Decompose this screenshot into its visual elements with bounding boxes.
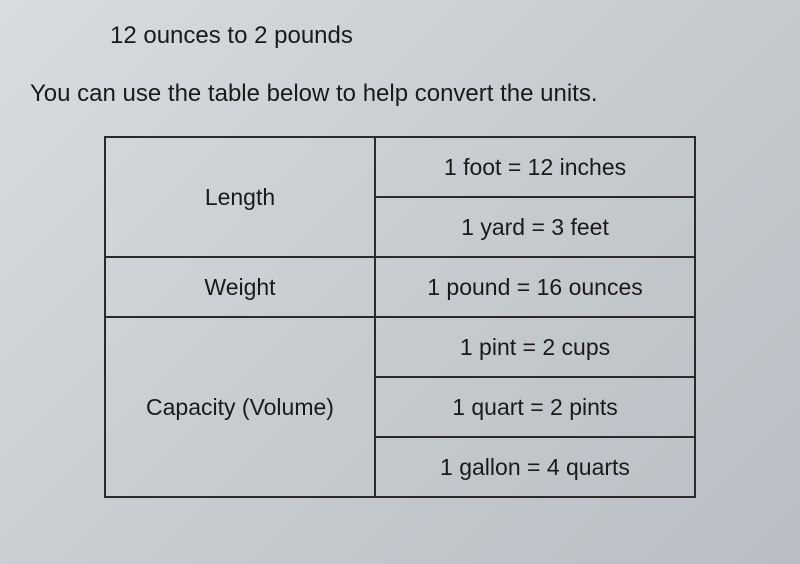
category-length: Length <box>105 137 375 257</box>
problem-heading: 12 ounces to 2 pounds <box>0 0 800 50</box>
category-weight: Weight <box>105 257 375 317</box>
conversion-yard-feet: 1 yard = 3 feet <box>375 197 695 257</box>
conversion-gallon-quarts: 1 gallon = 4 quarts <box>375 437 695 497</box>
conversion-pound-ounces: 1 pound = 16 ounces <box>375 257 695 317</box>
table-container: Length 1 foot = 12 inches 1 yard = 3 fee… <box>0 108 800 498</box>
conversion-pint-cups: 1 pint = 2 cups <box>375 317 695 377</box>
conversion-quart-pints: 1 quart = 2 pints <box>375 377 695 437</box>
category-capacity: Capacity (Volume) <box>105 317 375 497</box>
conversion-foot-inches: 1 foot = 12 inches <box>375 137 695 197</box>
instruction-text: You can use the table below to help conv… <box>0 50 800 108</box>
conversion-table: Length 1 foot = 12 inches 1 yard = 3 fee… <box>104 136 696 498</box>
